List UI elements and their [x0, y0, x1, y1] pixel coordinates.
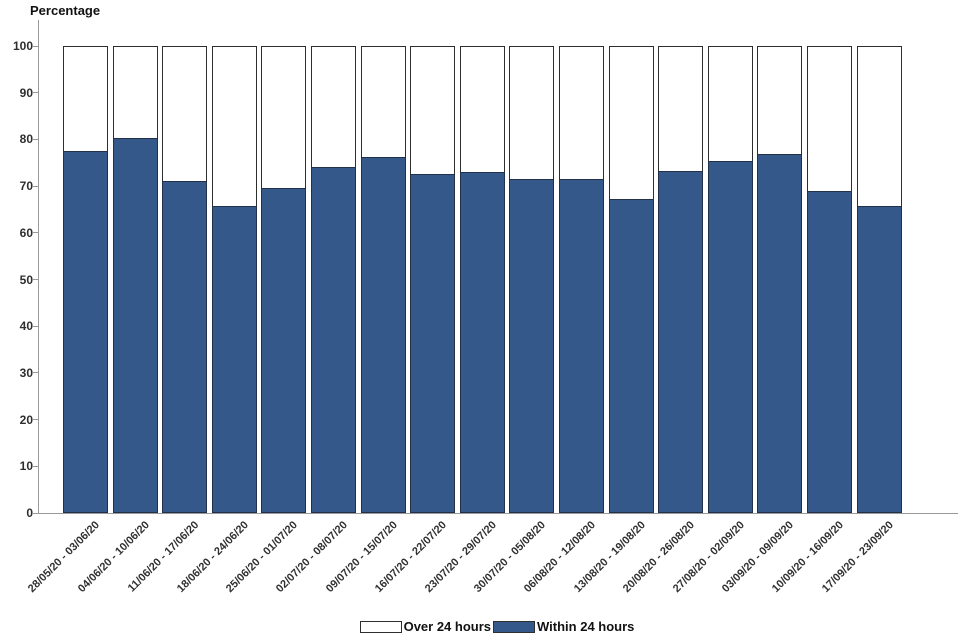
y-tick-mark	[33, 465, 38, 467]
bar-segment-over-24-hours	[757, 46, 803, 155]
y-tick-mark	[33, 232, 38, 234]
bar-segment-within-24-hours	[807, 190, 852, 513]
y-tick-mark	[33, 372, 38, 374]
bar-segment-within-24-hours	[757, 154, 803, 513]
bar-segment-within-24-hours	[112, 137, 158, 513]
bar-segment-within-24-hours	[360, 156, 406, 513]
bar-segment-within-24-hours	[509, 178, 555, 513]
y-tick-label: 20	[19, 412, 33, 427]
legend-swatch-over-24-hours	[359, 620, 402, 633]
y-tick-label: 100	[12, 39, 33, 53]
bar-segment-over-24-hours	[311, 46, 356, 167]
bar-segment-over-24-hours	[410, 46, 456, 175]
y-axis-title: Percentage	[30, 3, 101, 18]
bar-segment-over-24-hours	[162, 46, 208, 182]
bar-segment-over-24-hours	[211, 46, 257, 207]
bar-segment-within-24-hours	[608, 198, 654, 513]
y-tick-label: 30	[19, 365, 33, 380]
bar-segment-over-24-hours	[360, 46, 406, 157]
bar-segment-within-24-hours	[63, 151, 108, 513]
y-tick-label: 50	[19, 272, 33, 287]
bar-segment-over-24-hours	[707, 46, 753, 161]
legend-swatch-within-24-hours	[493, 620, 536, 633]
bar-segment-within-24-hours	[311, 166, 356, 513]
bar-segment-within-24-hours	[410, 174, 456, 513]
y-tick-mark	[33, 419, 38, 421]
bar-segment-over-24-hours	[63, 46, 108, 152]
y-tick-mark	[33, 279, 38, 280]
bar-segment-over-24-hours	[112, 46, 158, 138]
bar-segment-within-24-hours	[707, 160, 753, 513]
y-axis-line	[38, 20, 39, 513]
bar-segment-over-24-hours	[559, 46, 604, 179]
bar-segment-within-24-hours	[856, 206, 902, 513]
legend: Over 24 hours Within 24 hours	[38, 619, 958, 634]
bar-segment-over-24-hours	[856, 46, 902, 207]
y-tick-label: 60	[19, 225, 33, 240]
bar-segment-over-24-hours	[459, 46, 505, 173]
bar-segment-over-24-hours	[608, 46, 654, 199]
y-tick-label: 10	[19, 459, 33, 474]
legend-label: Within 24 hours	[537, 619, 635, 634]
y-tick-mark	[33, 92, 38, 94]
y-tick-label: 0	[26, 506, 33, 520]
y-tick-mark	[33, 512, 38, 514]
y-tick-label: 90	[19, 85, 33, 100]
bar-segment-over-24-hours	[261, 46, 307, 188]
x-axis-line	[38, 513, 958, 514]
legend-label: Over 24 hours	[403, 619, 492, 634]
y-tick-mark	[33, 325, 38, 327]
bar-segment-within-24-hours	[162, 181, 208, 513]
bar-segment-over-24-hours	[658, 46, 704, 172]
bar-segment-within-24-hours	[211, 206, 257, 513]
y-tick-label: 80	[19, 132, 33, 147]
y-tick-mark	[33, 45, 38, 47]
y-tick-label: 70	[19, 179, 33, 194]
bar-segment-within-24-hours	[459, 172, 505, 513]
y-tick-label: 40	[19, 319, 33, 334]
bar-segment-over-24-hours	[807, 46, 852, 191]
y-tick-mark	[33, 138, 38, 140]
bar-segment-within-24-hours	[559, 178, 604, 513]
y-tick-mark	[33, 185, 38, 187]
bar-segment-within-24-hours	[261, 187, 307, 513]
bar-segment-within-24-hours	[658, 171, 704, 513]
bar-segment-over-24-hours	[509, 46, 555, 179]
